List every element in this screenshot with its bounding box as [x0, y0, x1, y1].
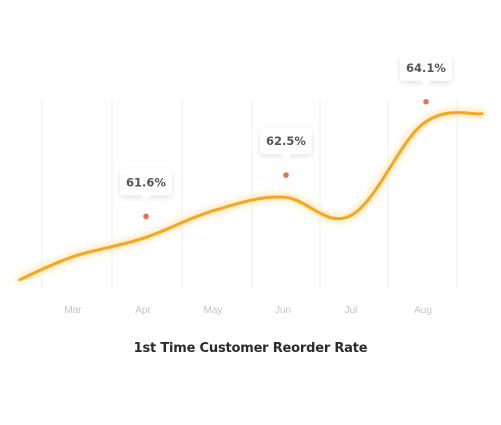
callout-pointer [281, 154, 291, 161]
chart-title: 1st Time Customer Reorder Rate [133, 341, 368, 356]
callout-pointer [421, 80, 431, 87]
x-tick-label: Jul [345, 305, 358, 316]
data-label: 61.6% [126, 175, 166, 189]
x-axis-ticks: Mar Apr May Jun Jul Aug [64, 305, 432, 316]
data-point-marker [423, 98, 429, 105]
callout-pointer [141, 195, 151, 202]
series-line-glow [16, 108, 486, 284]
markers [143, 98, 429, 220]
value-callout: 64.1% [400, 54, 452, 87]
data-label: 64.1% [406, 61, 446, 75]
value-callout: 62.5% [260, 128, 312, 161]
x-tick-label: May [204, 305, 223, 316]
x-tick-label: Aug [414, 305, 432, 316]
gridlines [41, 100, 458, 288]
data-point-marker [143, 213, 149, 220]
x-tick-label: Mar [64, 305, 82, 316]
callout-box [120, 169, 172, 196]
callouts: 61.6% 62.5% 64.1% [120, 54, 452, 202]
x-tick-label: Apr [135, 305, 151, 316]
value-callout: 61.6% [120, 169, 172, 202]
callout-box [400, 54, 452, 81]
callout-box [260, 128, 312, 155]
data-point-marker [283, 172, 289, 178]
series-line [18, 111, 484, 282]
x-tick-label: Jun [275, 305, 291, 316]
data-label: 62.5% [266, 134, 306, 148]
series-line-group [16, 108, 486, 284]
